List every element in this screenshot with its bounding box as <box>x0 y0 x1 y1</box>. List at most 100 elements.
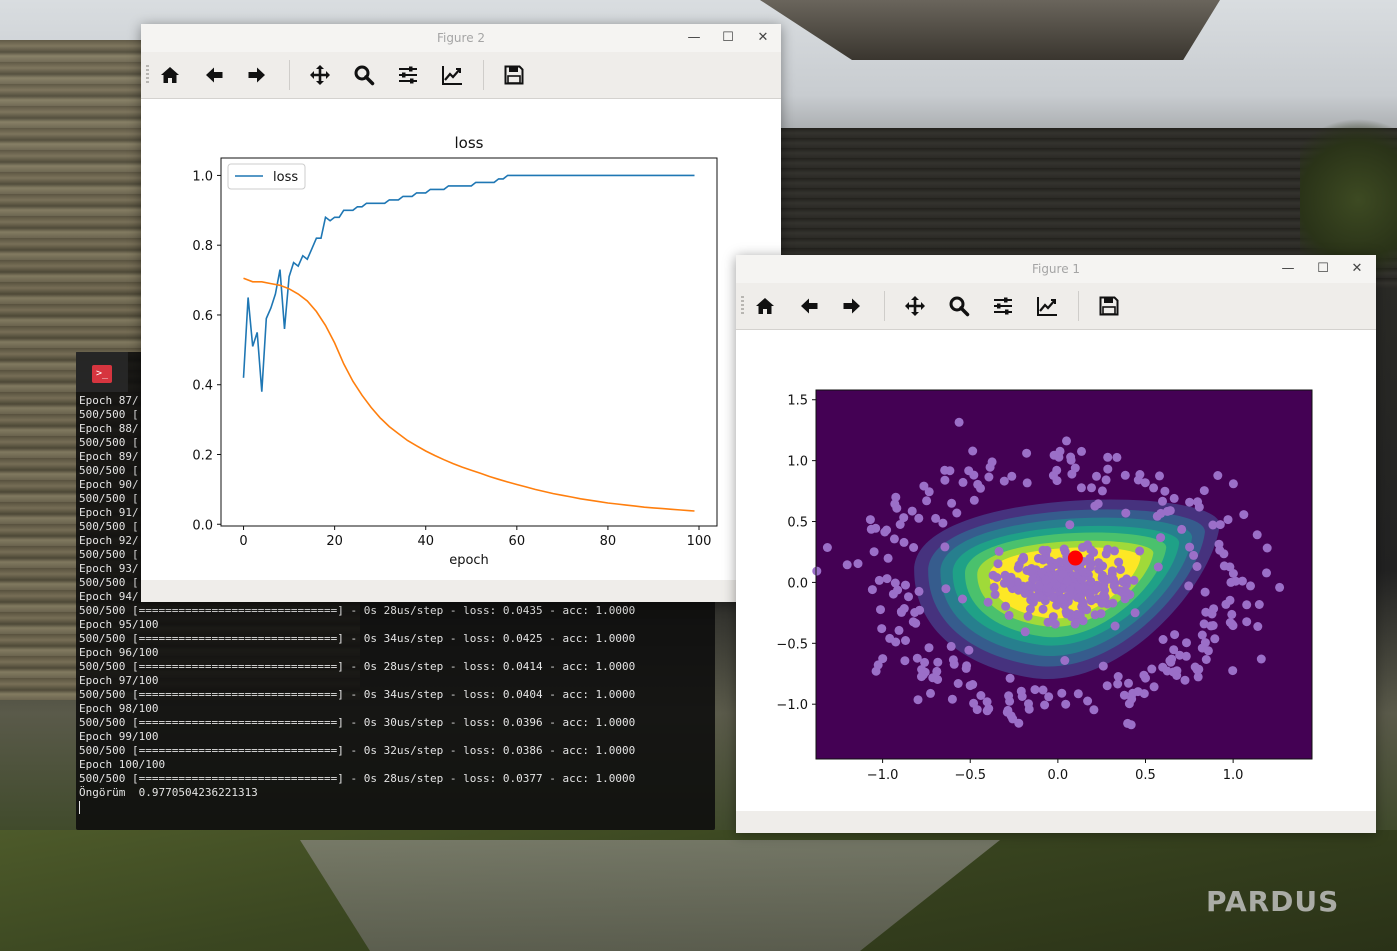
data-point <box>999 476 1009 486</box>
move-button[interactable] <box>306 61 334 89</box>
data-point <box>874 575 884 585</box>
figure-2-canvas[interactable]: loss 0 20 40 60 80 100 0.0 0.2 0.4 0.6 0.8 1.0 epoch l… <box>141 99 781 580</box>
y-tick-label: 0.2 <box>192 448 213 463</box>
data-point <box>882 525 892 535</box>
data-point <box>989 582 999 592</box>
move-button[interactable] <box>901 292 929 320</box>
data-point <box>1033 553 1043 563</box>
data-point <box>1072 609 1082 619</box>
data-point <box>984 472 994 482</box>
data-point <box>1239 510 1249 520</box>
data-point <box>1016 686 1026 696</box>
y-tick-label: −1.0 <box>776 698 808 713</box>
back-arrow-icon <box>206 67 223 83</box>
terminal-prompt[interactable] <box>79 800 635 814</box>
data-point <box>1114 557 1124 567</box>
terminal-tab[interactable]: >_ <box>76 352 128 392</box>
toolbar-grip[interactable] <box>741 296 744 316</box>
data-point <box>1262 543 1272 553</box>
series-line-2 <box>243 277 695 512</box>
toolbar-grip[interactable] <box>146 65 149 85</box>
data-point <box>1139 670 1149 680</box>
data-point <box>922 496 932 506</box>
data-point <box>940 475 950 485</box>
data-point <box>990 590 1000 599</box>
data-point <box>853 559 863 569</box>
edit-axis-button[interactable] <box>1033 292 1061 320</box>
zoom-button[interactable] <box>350 61 378 89</box>
x-tick-label: 40 <box>417 534 434 549</box>
terminal-line: Epoch 89/ <box>79 450 139 463</box>
data-point <box>1162 506 1172 516</box>
data-point <box>952 508 962 518</box>
data-point <box>917 665 927 674</box>
data-point <box>1242 617 1252 627</box>
y-tick-label: −0.5 <box>776 637 808 652</box>
terminal-line: 500/500 [==============================]… <box>79 688 636 701</box>
data-point <box>1122 574 1132 584</box>
terminal-line: Epoch 94/ <box>79 590 139 603</box>
minimize-button[interactable]: — <box>687 30 701 45</box>
edit-axis-button[interactable] <box>438 61 466 89</box>
figure-1-titlebar[interactable]: Figure 1 — ☐ ✕ <box>736 255 1376 283</box>
data-point <box>1113 672 1123 681</box>
data-point <box>1060 656 1070 665</box>
data-point <box>938 518 948 528</box>
data-point <box>1180 675 1190 685</box>
save-button[interactable] <box>500 61 528 89</box>
x-tick-label: −1.0 <box>867 768 899 783</box>
minimize-button[interactable]: — <box>1281 261 1295 276</box>
data-point <box>1119 690 1129 700</box>
terminal-line: Epoch 96/100 <box>79 646 159 659</box>
data-point <box>1022 478 1032 488</box>
save-icon <box>1099 296 1119 316</box>
save-button[interactable] <box>1095 292 1123 320</box>
zoom-button[interactable] <box>945 292 973 320</box>
configure-button[interactable] <box>394 61 422 89</box>
data-point <box>968 446 978 456</box>
forward-arrow-button[interactable] <box>243 61 271 89</box>
terminal-line: 500/500 [ <box>79 464 139 477</box>
terminal-line: 500/500 [==============================]… <box>79 660 636 673</box>
data-point <box>1170 630 1180 640</box>
figure-2-titlebar[interactable]: Figure 2 — ☐ ✕ <box>141 24 781 52</box>
data-point <box>1152 511 1162 521</box>
data-point <box>1012 577 1022 587</box>
home-button[interactable] <box>751 292 779 320</box>
terminal-line: Epoch 91/ <box>79 506 139 519</box>
maximize-button[interactable]: ☐ <box>1317 261 1329 276</box>
terminal-output[interactable]: Epoch 87/500/500 [Epoch 88/500/500 [Epoc… <box>79 394 635 814</box>
status-bar <box>141 580 781 602</box>
back-arrow-button[interactable] <box>795 292 823 320</box>
data-point <box>1082 605 1092 615</box>
data-point <box>869 547 879 557</box>
data-point <box>1108 598 1118 608</box>
data-point <box>1023 611 1033 621</box>
toolbar-separator <box>1078 291 1079 321</box>
home-button[interactable] <box>156 61 184 89</box>
data-point <box>1262 568 1271 578</box>
data-point <box>1058 569 1068 579</box>
close-button[interactable]: ✕ <box>1351 261 1363 276</box>
figure-1-window[interactable]: Figure 1 — ☐ ✕ −1.0 −0.5 0.0 0.5 1.0 −1.0 −0.5… <box>736 255 1376 833</box>
data-point <box>1227 609 1237 619</box>
configure-button[interactable] <box>989 292 1017 320</box>
data-point <box>1252 530 1262 540</box>
data-point <box>1048 593 1058 603</box>
data-point <box>924 487 934 497</box>
back-arrow-button[interactable] <box>200 61 228 89</box>
toolbar-separator <box>884 291 885 321</box>
terminal-line: Öngörüm 0.9770504236221313 <box>79 786 258 799</box>
data-point <box>1165 656 1175 666</box>
navigation-toolbar <box>736 283 1376 330</box>
x-tick-label: 0.5 <box>1135 768 1156 783</box>
data-point <box>1219 549 1229 559</box>
data-point <box>940 542 950 552</box>
figure-2-window[interactable]: Figure 2 — ☐ ✕ loss 0 20 40 60 80 100 0.0 0.2 0.4… <box>141 24 781 602</box>
terminal-line: 500/500 [ <box>79 436 139 449</box>
maximize-button[interactable]: ☐ <box>722 30 734 45</box>
close-button[interactable]: ✕ <box>757 30 769 45</box>
figure-1-canvas[interactable]: −1.0 −0.5 0.0 0.5 1.0 −1.0 −0.5 0.0 0.5 1.0 1.5 <box>736 330 1376 811</box>
text-cursor <box>79 800 80 814</box>
forward-arrow-button[interactable] <box>838 292 866 320</box>
